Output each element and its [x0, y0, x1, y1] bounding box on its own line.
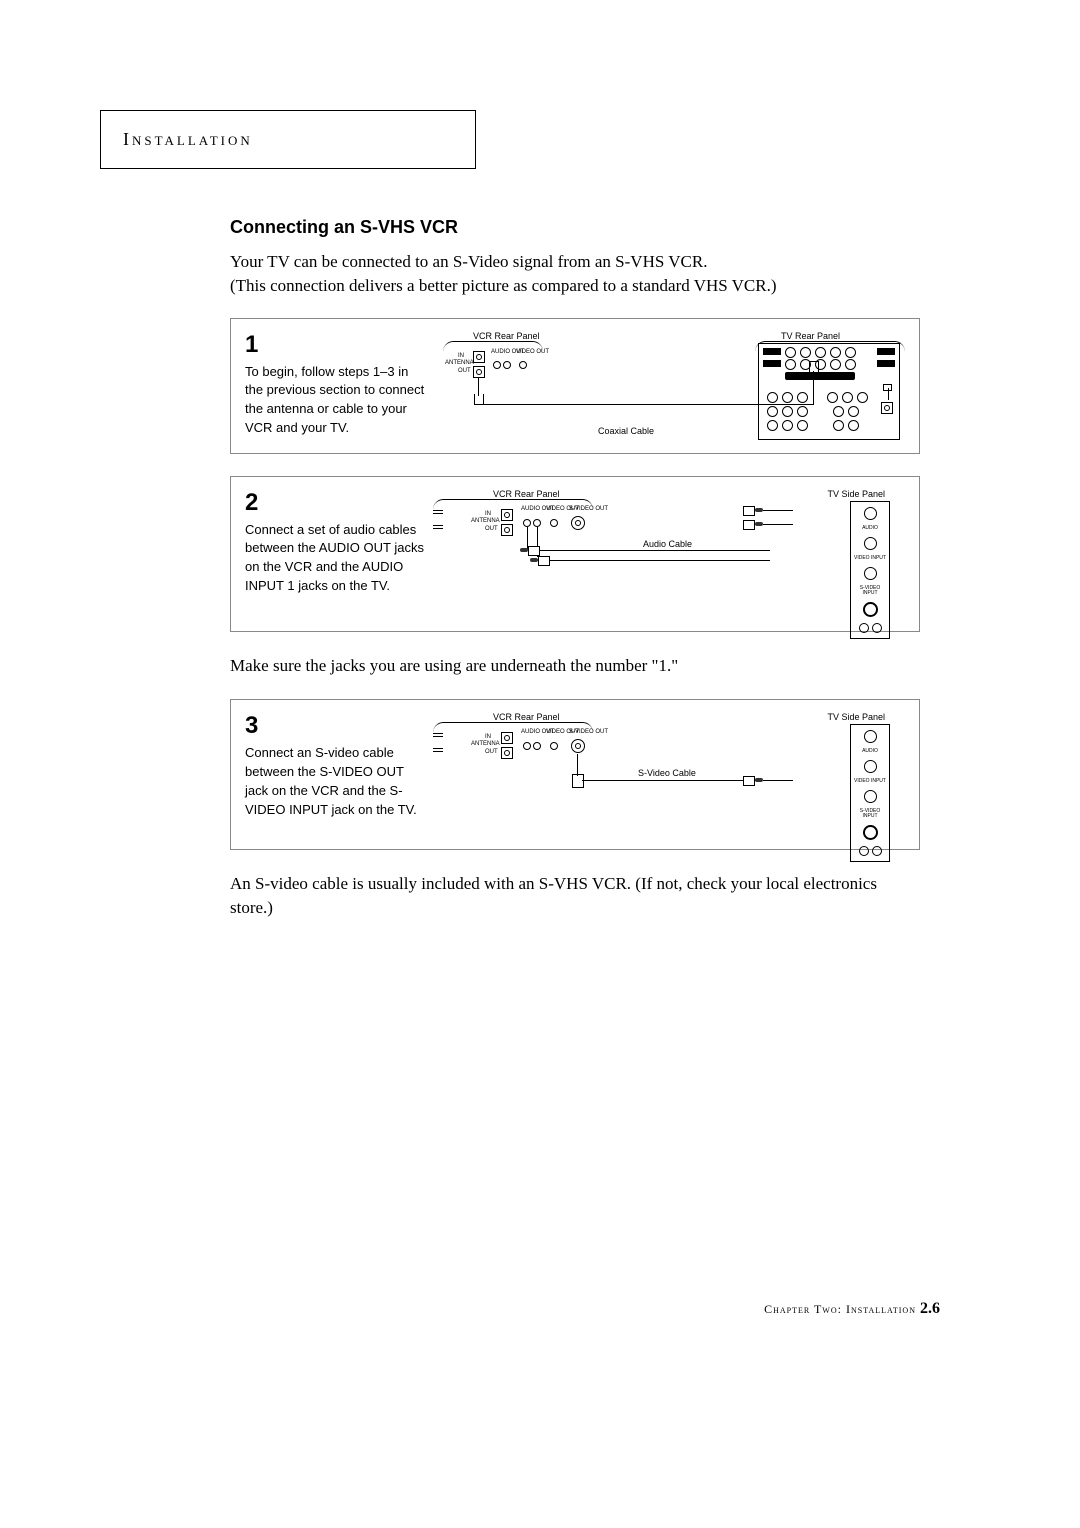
audio-plug-icon — [520, 547, 540, 553]
port-out-label: OUT — [485, 526, 498, 532]
step-3-desc: Connect an S-video cable between the S-V… — [245, 744, 425, 819]
audio-plug-icon — [743, 507, 763, 513]
port-antenna-label: ANTENNA — [445, 360, 474, 366]
step-2-box: 2 Connect a set of audio cables between … — [230, 476, 920, 632]
audio-l-jack — [523, 742, 531, 750]
coax-cable-label: Coaxial Cable — [598, 426, 654, 436]
audio-r-jack — [503, 361, 511, 369]
tv-side-label: TV Side Panel — [827, 489, 885, 499]
vcr-rear-label: VCR Rear Panel — [473, 331, 540, 341]
intro-paragraph: Your TV can be connected to an S-Video s… — [230, 250, 920, 298]
svideo-plug-icon — [572, 774, 584, 788]
step-1-diagram: VCR Rear Panel TV Rear Panel IN ANTENNA … — [443, 331, 905, 441]
antenna-out-jack — [473, 366, 485, 378]
tv-rear-panel — [758, 343, 900, 440]
step-3-diagram: VCR Rear Panel TV Side Panel IN ANTENNA … — [443, 712, 905, 837]
tv-rear-label: TV Rear Panel — [781, 331, 840, 341]
step-2-note: Make sure the jacks you are using are un… — [230, 654, 920, 678]
port-in-label: IN — [485, 734, 491, 740]
tv-side-panel: AUDIO VIDEO INPUT S-VIDEO INPUT — [850, 501, 890, 639]
section-header-box: Installation — [100, 110, 476, 169]
page-footer: Chapter Two: Installation 2.6 — [764, 1300, 940, 1318]
antenna-in-jack — [501, 509, 513, 521]
antenna-in-jack — [473, 351, 485, 363]
port-antenna-label: ANTENNA — [471, 741, 500, 747]
video-jack — [550, 519, 558, 527]
svideo-cable-label: S-Video Cable — [638, 768, 696, 778]
video-jack — [550, 742, 558, 750]
port-in-label: IN — [485, 511, 491, 517]
audio-l-jack — [523, 519, 531, 527]
svideo-out-label: S-VIDEO OUT — [569, 506, 608, 512]
section-header: Installation — [123, 129, 253, 149]
step-2-desc: Connect a set of audio cables between th… — [245, 521, 425, 596]
step-1-desc: To begin, follow steps 1–3 in the previo… — [245, 363, 425, 438]
step-3-note: An S-video cable is usually included wit… — [230, 872, 920, 920]
antenna-out-jack — [501, 747, 513, 759]
antenna-out-jack — [501, 524, 513, 536]
intro-line-2: (This connection delivers a better pictu… — [230, 276, 777, 295]
antenna-in-jack — [501, 732, 513, 744]
svideo-jack — [571, 739, 585, 753]
svideo-jack — [571, 516, 585, 530]
port-antenna-label: ANTENNA — [471, 518, 500, 524]
audio-r-jack — [533, 519, 541, 527]
port-out-label: OUT — [485, 749, 498, 755]
step-1-number: 1 — [245, 331, 425, 359]
page-subheading: Connecting an S-VHS VCR — [230, 217, 920, 238]
step-3-number: 3 — [245, 712, 425, 740]
step-2-number: 2 — [245, 489, 425, 517]
audio-l-jack — [493, 361, 501, 369]
tv-side-label: TV Side Panel — [827, 712, 885, 722]
svideo-out-label: S-VIDEO OUT — [569, 729, 608, 735]
step-2-diagram: VCR Rear Panel TV Side Panel IN ANTENNA … — [443, 489, 905, 619]
tv-side-panel: AUDIO VIDEO INPUT S-VIDEO INPUT — [850, 724, 890, 862]
svideo-plug-icon — [743, 777, 763, 783]
port-in-label: IN — [458, 353, 464, 359]
step-3-box: 3 Connect an S-video cable between the S… — [230, 699, 920, 850]
intro-line-1: Your TV can be connected to an S-Video s… — [230, 252, 707, 271]
step-1-box: 1 To begin, follow steps 1–3 in the prev… — [230, 318, 920, 454]
footer-chapter: Chapter Two: Installation — [764, 1302, 916, 1316]
vcr-rear-label: VCR Rear Panel — [493, 712, 560, 722]
footer-page-number: 2.6 — [920, 1300, 940, 1317]
port-out-label: OUT — [458, 368, 471, 374]
audio-plug-icon — [743, 521, 763, 527]
audio-r-jack — [533, 742, 541, 750]
audio-plug-icon — [530, 557, 550, 563]
video-out-label: VIDEO OUT — [516, 349, 549, 355]
audio-cable-label: Audio Cable — [643, 539, 692, 549]
video-jack — [519, 361, 527, 369]
vcr-rear-label: VCR Rear Panel — [493, 489, 560, 499]
